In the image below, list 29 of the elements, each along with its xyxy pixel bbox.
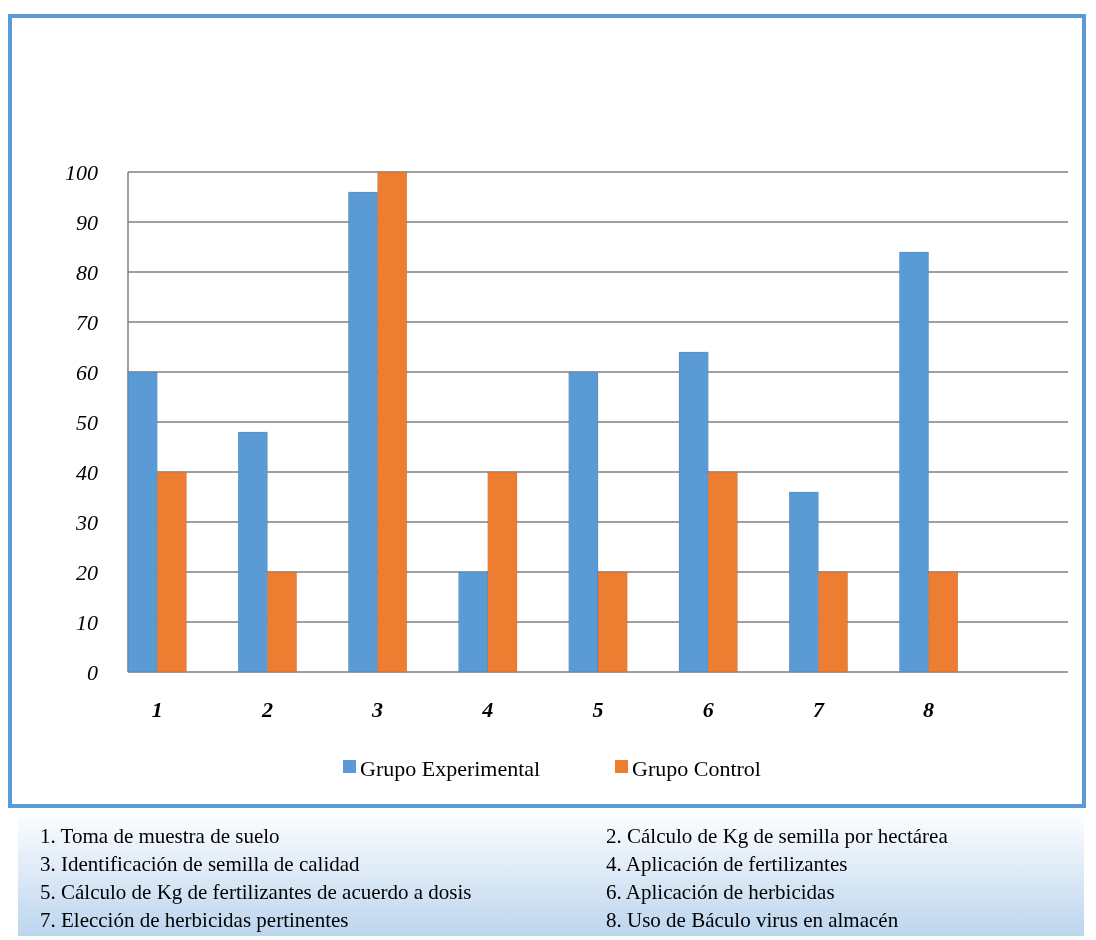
legend-label: Grupo Control [632,755,761,781]
x-tick-label: 5 [592,697,604,722]
text: 2. Cálculo de Kg de semilla por hectárea [606,824,949,848]
text: 1. Toma de muestra de suelo [40,824,280,848]
y-tick-label: 70 [76,309,98,335]
y-tick-label: 100 [65,159,98,185]
x-tick-label: 4 [481,697,494,722]
x-tick-label: 2 [260,697,273,722]
y-tick-label: 30 [75,509,98,535]
legend-label: Grupo Experimental [360,755,541,781]
x-tick-label: 8 [923,697,935,722]
text: 4. Aplicación de fertilizantes [606,852,848,876]
y-tick-label: 80 [76,259,98,285]
y-tick-label: 50 [76,409,98,435]
y-tick-label: 0 [87,659,98,685]
y-tick-label: 90 [76,209,98,235]
x-tick-label: 6 [702,697,714,722]
x-tick-label: 1 [151,697,163,722]
x-tick-label: 3 [371,697,384,722]
y-tick-label: 20 [76,559,98,585]
y-tick-label: 40 [76,459,98,485]
x-tick-label: 7 [812,697,825,722]
text: 6. Aplicación de herbicidas [606,880,835,904]
y-tick-label: 10 [76,609,98,635]
y-tick-label: 60 [76,359,98,385]
text: 8. Uso de Báculo virus en almacén [606,908,899,932]
text: 7. Elección de herbicidas pertinentes [40,908,349,932]
text: 3. Identificación de semilla de calidad [40,852,361,876]
text: 5. Cálculo de Kg de fertilizantes de acuerdo a dosis [40,880,472,904]
